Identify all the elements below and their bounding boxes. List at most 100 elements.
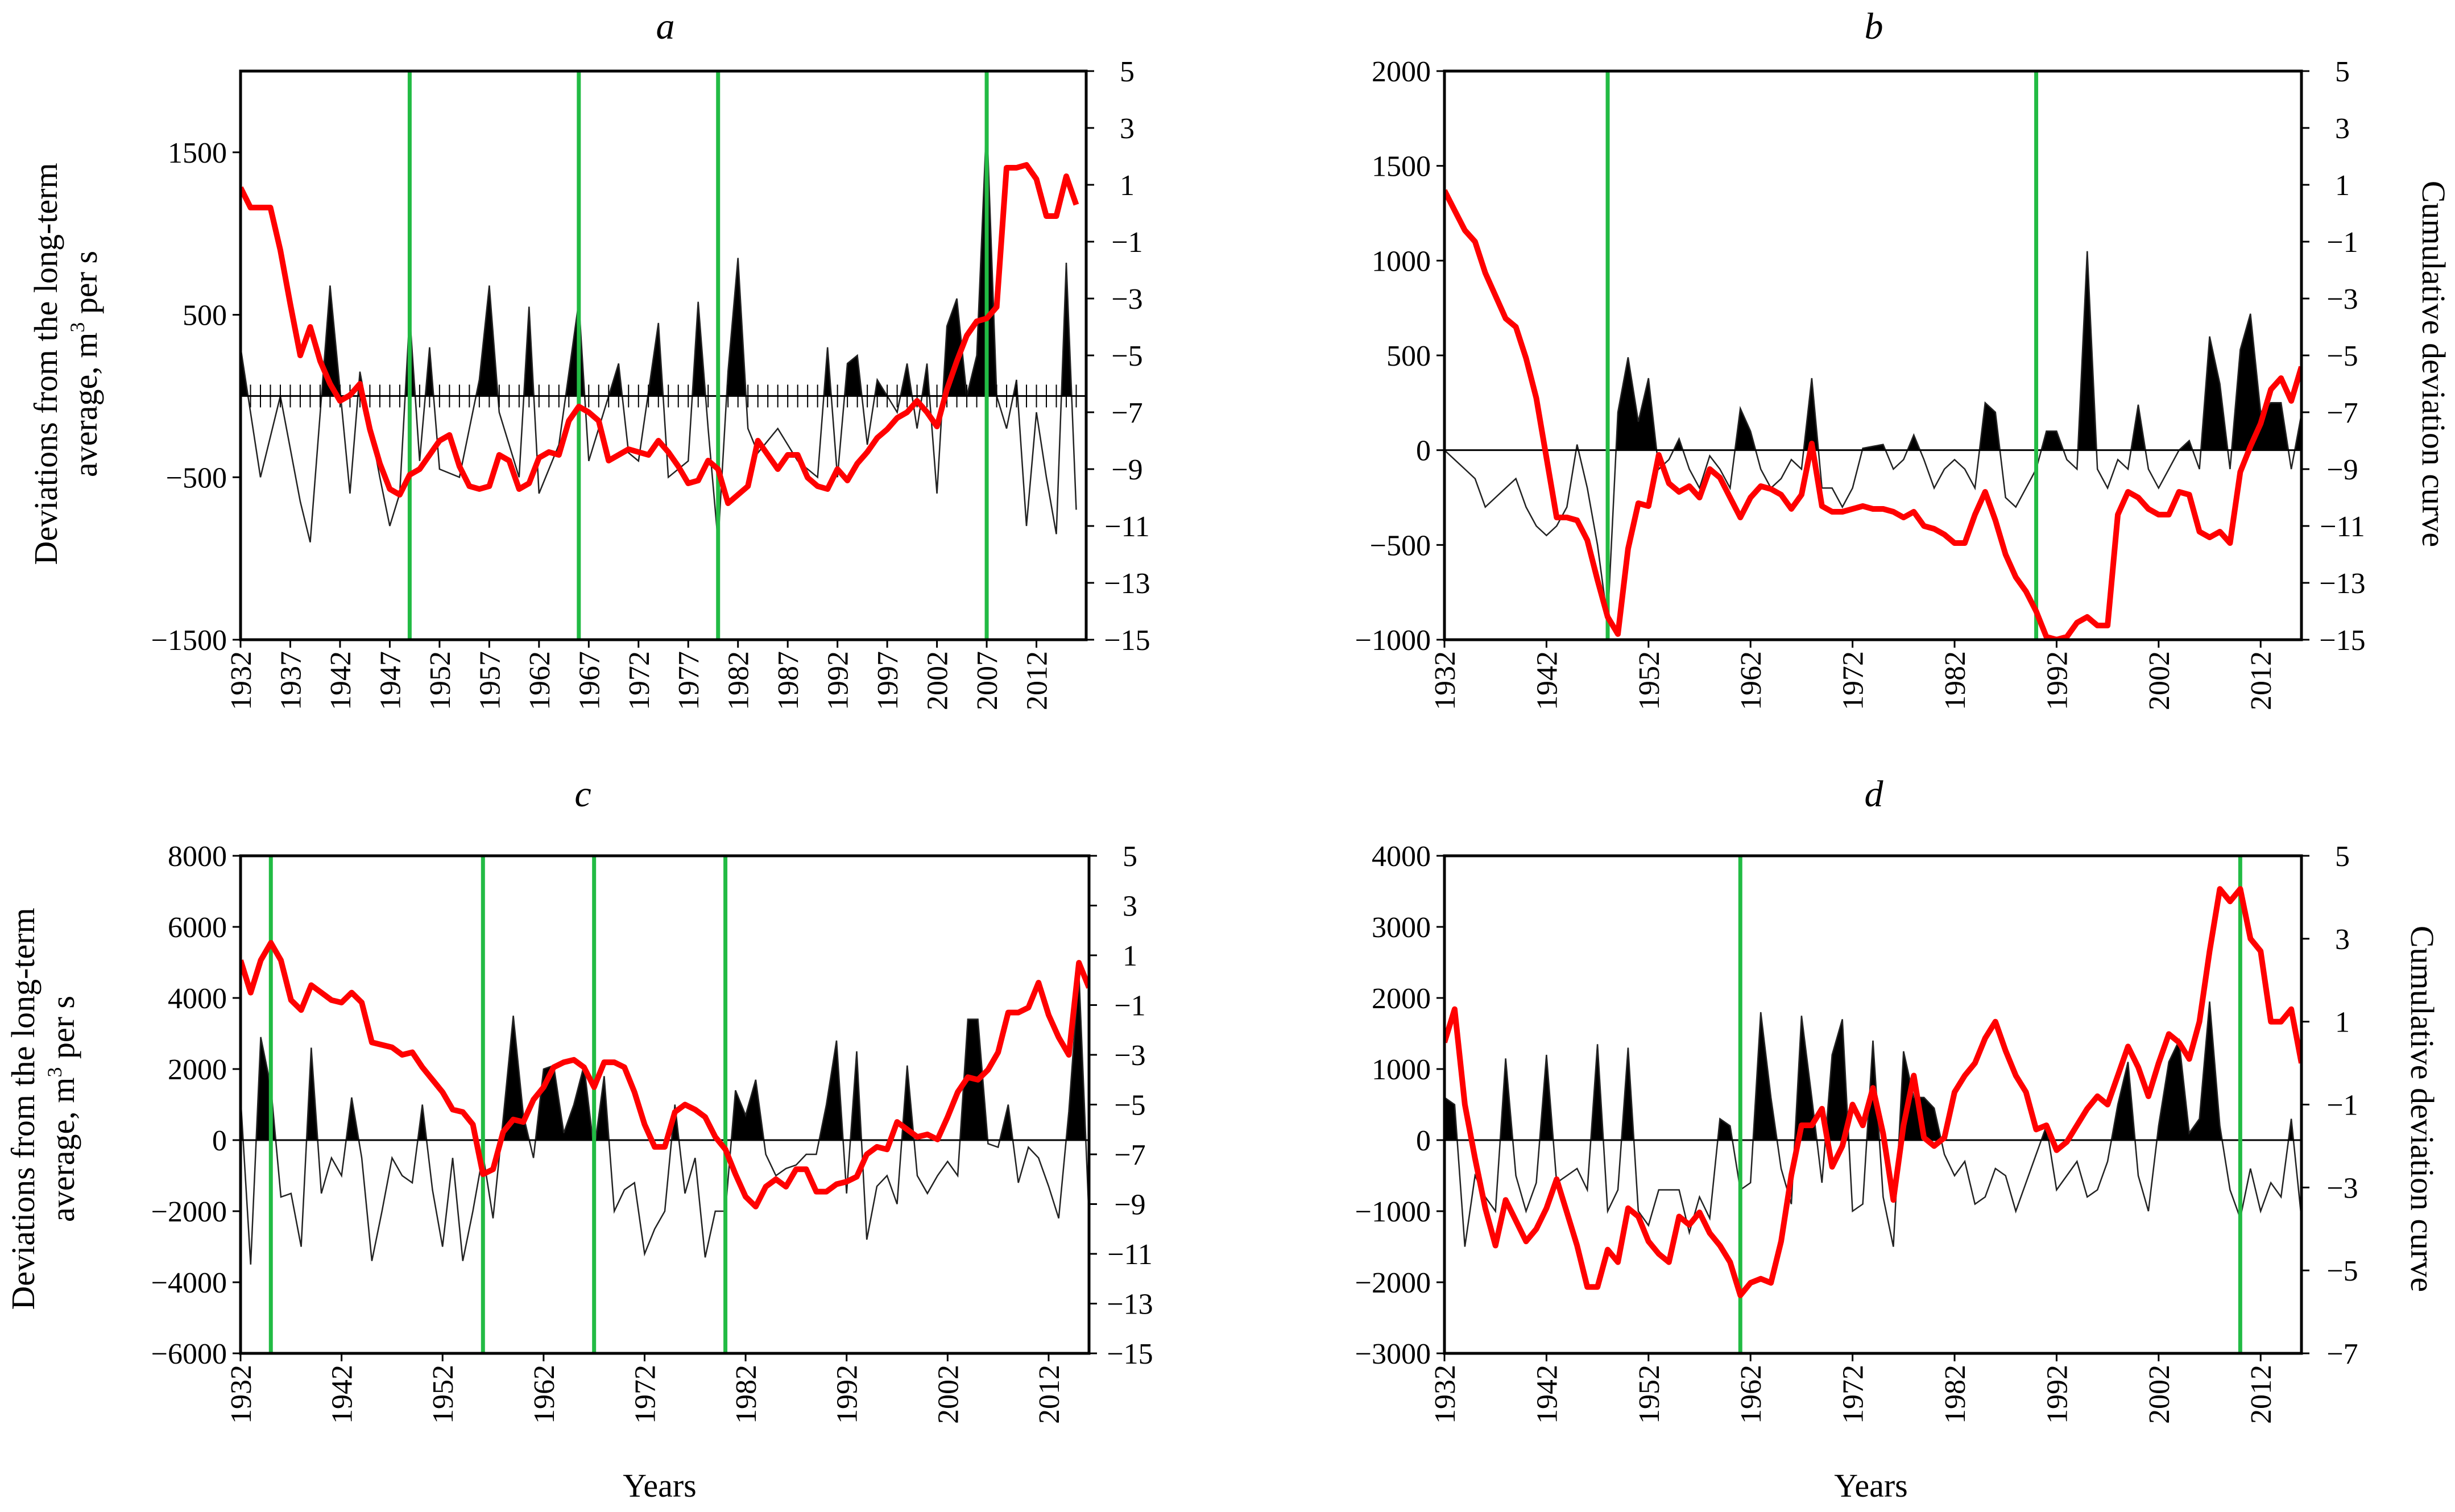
left-tick-label: 4000 (168, 983, 227, 1015)
left-tick-label: 3000 (1372, 912, 1431, 944)
x-tick-label: 1972 (1837, 1365, 1870, 1424)
right-tick-label: −13 (1104, 567, 1150, 600)
left-axis-title-line1: Deviations from the long-term (27, 163, 64, 565)
left-tick-label: −500 (166, 462, 227, 494)
cumulative-deviation-curve (241, 162, 1079, 506)
plot-area (241, 71, 1086, 640)
left-tick-label: 1000 (1372, 1054, 1431, 1086)
x-tick-label: 1952 (1633, 1365, 1666, 1424)
left-tick-label: −1500 (151, 624, 227, 657)
right-tick-label: 1 (2335, 169, 2350, 202)
left-axis-title-line2: average, m3 per s (43, 996, 81, 1222)
x-tick-label: 2002 (2143, 651, 2176, 710)
plot-area (1444, 71, 2301, 640)
x-tick-label: 1957 (474, 651, 506, 710)
right-tick-label: −1 (2326, 226, 2358, 259)
x-tick-label: 2012 (1033, 1365, 1066, 1424)
right-tick-label: −5 (2326, 1255, 2358, 1287)
right-tick-label: 5 (1123, 840, 1137, 873)
left-tick-label: 4000 (1372, 840, 1431, 873)
right-tick-label: −9 (1111, 454, 1142, 486)
deviation-line (1444, 251, 2301, 621)
x-tick-label: 1982 (1939, 1365, 1972, 1424)
x-tick-label: 1942 (325, 651, 357, 710)
right-tick-label: 5 (2335, 56, 2350, 88)
right-tick-label: −1 (2326, 1090, 2358, 1122)
x-tick-label: 2012 (2245, 1365, 2278, 1424)
right-tick-label: −11 (1104, 511, 1149, 543)
left-axis-title-line1: Deviations from the long-term (5, 908, 42, 1310)
right-tick-label: 3 (1120, 113, 1135, 145)
x-tick-label: 1937 (275, 651, 307, 710)
left-tick-label: 500 (183, 300, 227, 332)
right-axis-title: Cumulative deviation curve (2404, 926, 2441, 1292)
panel-a: a Deviations from the long-term average,… (27, 6, 1150, 710)
x-tick-label: 1952 (427, 1365, 459, 1424)
plot-area (1444, 856, 2301, 1353)
x-tick-label: 1967 (573, 651, 606, 710)
x-tick-label: 1942 (326, 1365, 359, 1424)
left-tick-label: 2000 (168, 1054, 227, 1086)
cumulative-deviation-curve (1444, 886, 2301, 1298)
x-tick-label: 2002 (2143, 1365, 2176, 1424)
left-tick-label: 6000 (168, 912, 227, 944)
right-tick-label: 5 (2335, 840, 2350, 873)
x-tick-label: 1982 (723, 651, 755, 710)
right-tick-label: −7 (2326, 397, 2358, 429)
right-tick-label: 5 (1120, 56, 1135, 88)
left-tick-label: 2000 (1372, 983, 1431, 1015)
right-tick-label: 1 (2335, 1006, 2350, 1039)
x-tick-label: 2002 (922, 651, 954, 710)
x-tick-label: 1962 (1735, 651, 1767, 710)
left-tick-label: 1000 (1372, 245, 1431, 277)
right-tick-label: −9 (1114, 1189, 1145, 1221)
x-tick-label: 1932 (1429, 651, 1462, 710)
right-tick-label: −5 (1114, 1090, 1145, 1122)
cumulative-deviation-curve (1444, 189, 2301, 640)
x-axis-title: Years (1834, 1467, 1907, 1504)
x-tick-label: 1982 (1939, 651, 1972, 710)
right-tick-label: −1 (1111, 226, 1142, 259)
x-tick-label: 1972 (1837, 651, 1870, 710)
x-tick-label: 2012 (2245, 651, 2278, 710)
right-tick-label: −15 (1107, 1338, 1153, 1370)
left-tick-label: −2000 (1355, 1267, 1431, 1299)
right-tick-label: −7 (1114, 1139, 1145, 1171)
right-tick-label: −11 (2320, 511, 2365, 543)
x-tick-label: 1992 (2041, 1365, 2073, 1424)
deviation-line (1444, 1001, 2301, 1247)
cumulative-deviation-curve (241, 940, 1089, 1209)
deviation-line (241, 973, 1089, 1265)
x-tick-label: 1992 (2041, 651, 2073, 710)
left-tick-label: 1500 (1372, 151, 1431, 183)
left-tick-label: 0 (212, 1125, 227, 1157)
left-tick-label: 2000 (1372, 56, 1431, 88)
left-tick-label: 0 (1416, 435, 1431, 467)
x-tick-label: 2012 (1021, 651, 1054, 710)
x-tick-label: 1962 (1735, 1365, 1767, 1424)
x-tick-label: 1962 (528, 1365, 561, 1424)
x-tick-label: 1932 (225, 1365, 258, 1424)
left-tick-label: −2000 (151, 1196, 227, 1228)
panel-title-a: a (656, 6, 675, 47)
right-tick-label: −13 (1107, 1289, 1153, 1321)
x-tick-label: 1992 (831, 1365, 864, 1424)
x-tick-label: 1962 (524, 651, 556, 710)
right-tick-label: −3 (1111, 283, 1142, 316)
right-tick-label: 3 (2335, 113, 2350, 145)
right-tick-label: −3 (1114, 1039, 1145, 1072)
left-tick-label: −3000 (1355, 1338, 1431, 1370)
panel-b: b Cumulative deviation curve 20001500100… (1355, 6, 2452, 710)
left-tick-label: −1000 (1355, 624, 1431, 657)
right-tick-label: −1 (1114, 990, 1145, 1022)
left-tick-label: 0 (1416, 1125, 1431, 1157)
left-tick-label: −500 (1370, 529, 1431, 562)
panel-title-d: d (1865, 773, 1884, 815)
left-tick-label: 8000 (168, 840, 227, 873)
x-tick-label: 1977 (673, 651, 705, 710)
x-tick-label: 2007 (971, 651, 1004, 710)
left-tick-label: −6000 (151, 1338, 227, 1370)
x-tick-label: 1932 (1429, 1365, 1462, 1424)
x-tick-label: 2002 (932, 1365, 964, 1424)
